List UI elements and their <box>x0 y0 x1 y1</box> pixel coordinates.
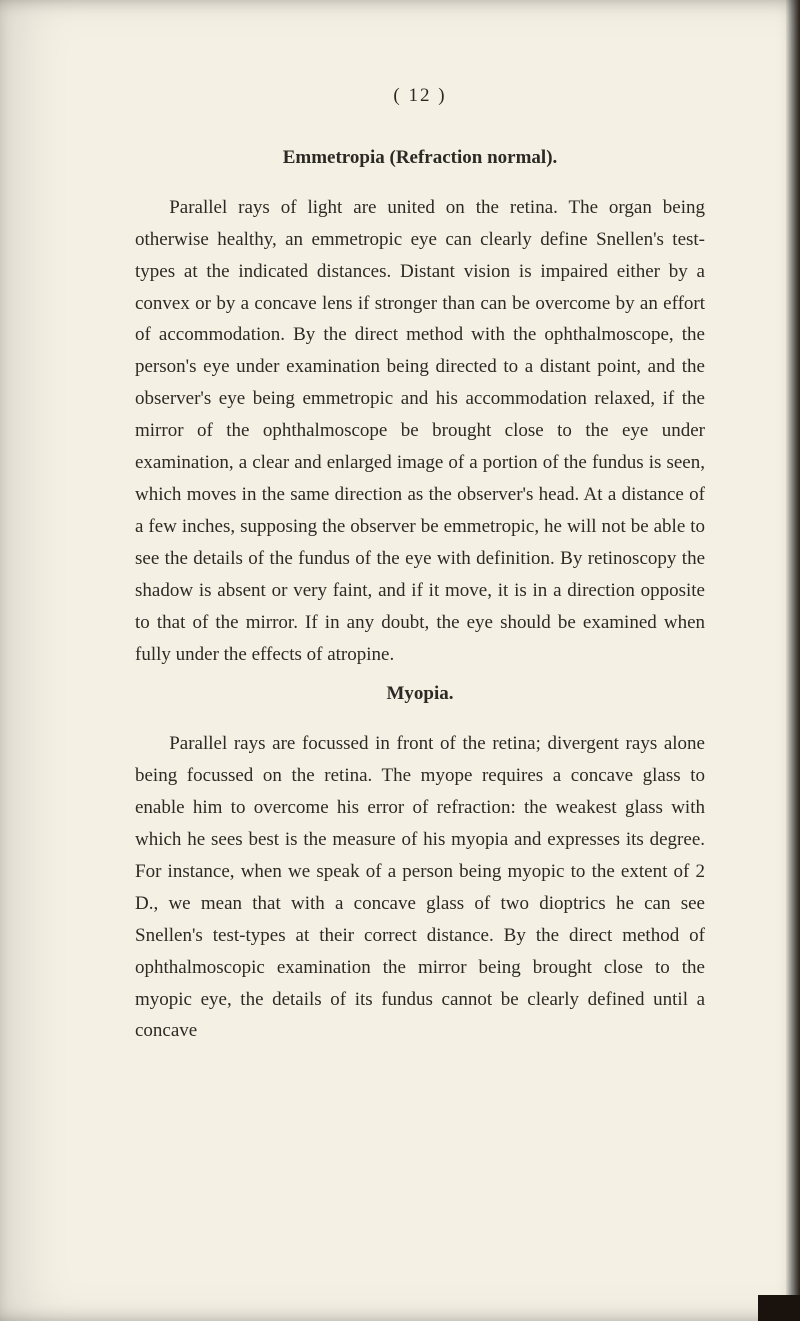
page-number: ( 12 ) <box>135 80 705 112</box>
scanned-page: ( 12 ) Emmetropia (Refraction normal). P… <box>0 0 800 1321</box>
paragraph-myopia: Parallel rays are focussed in front of t… <box>135 728 705 1047</box>
section-heading-emmetropia: Emmetropia (Refraction normal). <box>135 142 705 174</box>
text-column: ( 12 ) Emmetropia (Refraction normal). P… <box>135 80 705 1047</box>
paragraph-emmetropia: Parallel rays of light are united on the… <box>135 192 705 671</box>
corner-tab <box>758 1295 800 1321</box>
section-heading-myopia: Myopia. <box>135 678 705 710</box>
book-spine-shadow <box>786 0 800 1321</box>
